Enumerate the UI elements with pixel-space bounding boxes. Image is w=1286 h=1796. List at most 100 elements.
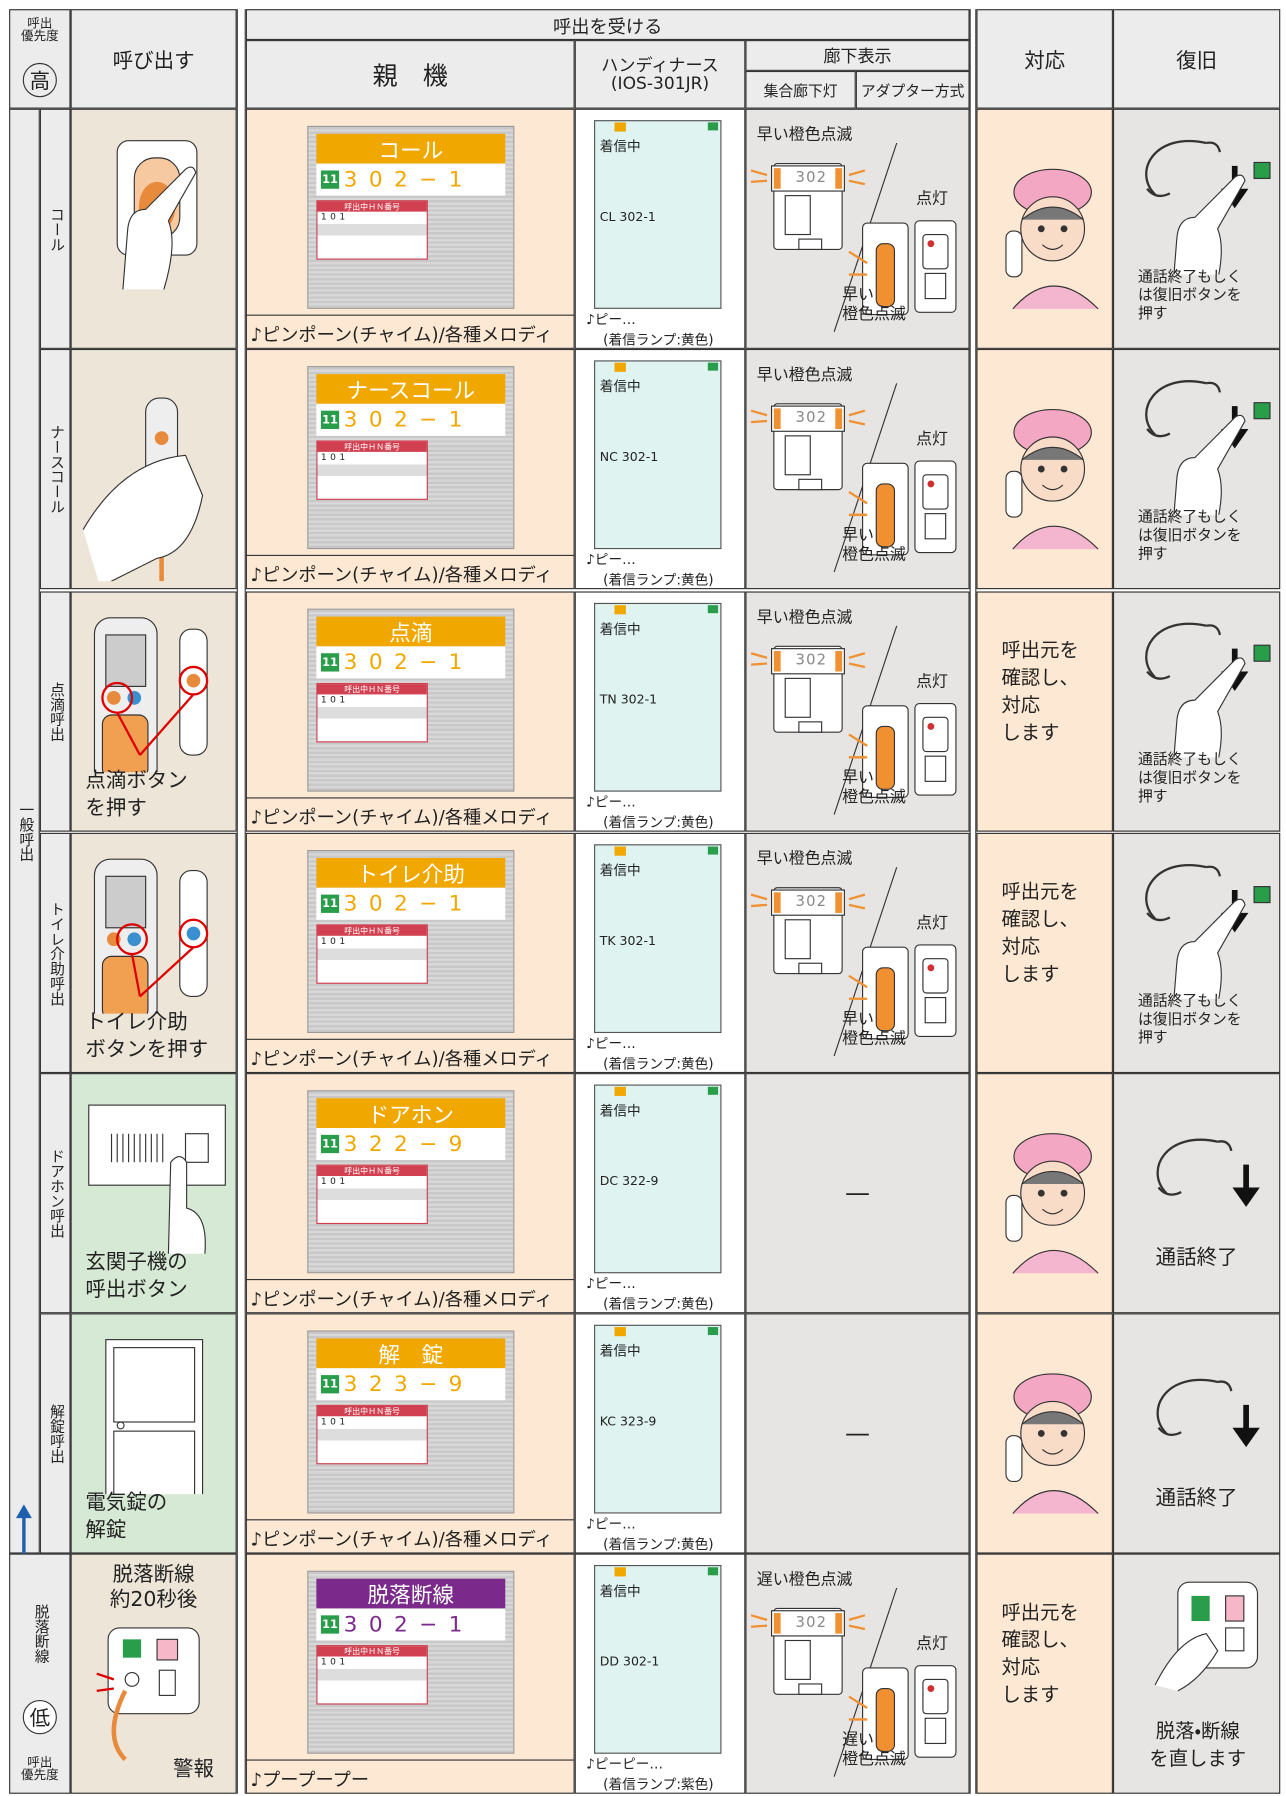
handy-icon — [614, 1086, 626, 1096]
handy-screen — [594, 844, 722, 1034]
handy-lamp: (着信ランプ:黄色) — [603, 1055, 714, 1072]
row-label: コール — [39, 108, 71, 349]
corridor-dash: — — [844, 1178, 871, 1208]
nurse-illustration — [990, 1365, 1115, 1519]
handy-battery — [707, 1567, 719, 1576]
double-line — [236, 9, 246, 1794]
caller-text: 警報 — [172, 1757, 214, 1782]
corridor-device-art — [750, 383, 957, 573]
corridor-lit: 点灯 — [916, 672, 948, 691]
caller-illustration-art — [82, 397, 204, 593]
response-text: 呼出元を 確認し、 対応 します — [1001, 1601, 1079, 1707]
adapter-header: アダプター方式 — [855, 70, 970, 109]
handy-code: TK 302-1 — [599, 933, 656, 949]
caller-text: トイレ介助 ボタンを押す — [85, 1009, 209, 1062]
recovery-illustration — [1127, 609, 1275, 781]
handy-icon — [614, 122, 626, 132]
caller-illustration-art — [88, 1104, 226, 1254]
general-label: 一般呼出 — [9, 108, 40, 1554]
screen-number-row — [316, 887, 506, 920]
screen-hn-label: 呼出中ＨＮ番号 — [317, 684, 427, 695]
master-sound: ♪ピンポーン(チャイム)/各種メロディ — [245, 1519, 575, 1553]
handy-lamp: (着信ランプ:紫色) — [603, 1776, 714, 1793]
caller-illustration — [80, 1622, 228, 1788]
corridor-top: 早い橙色点滅 — [756, 366, 853, 385]
recovery-illustration-art — [1145, 380, 1271, 538]
corridor-device-art — [750, 625, 957, 815]
screen-hn-value: 101 — [320, 451, 349, 463]
corridor-device-art — [750, 142, 957, 332]
recovery-text: 脱落・断線 を直します — [1149, 1720, 1247, 1771]
corridor-header: 廊下表示 — [745, 40, 970, 71]
handy-battery — [707, 846, 719, 855]
handy-screen — [594, 120, 722, 309]
corridor-lit: 点灯 — [916, 430, 948, 449]
master-sound: ♪ピンポーン(チャイム)/各種メロディ — [245, 1038, 575, 1073]
priority-high: 高 — [22, 62, 57, 98]
screen-hn-value: 101 — [320, 1656, 349, 1667]
corridor-device — [749, 866, 965, 1061]
corridor-lit: 点灯 — [916, 189, 948, 209]
handy-status: 着信中 — [599, 1102, 641, 1119]
screen-badge: 11 — [320, 170, 340, 189]
recovery-text: 通話終了もしく は復旧ボタンを 押す — [1138, 268, 1242, 323]
handy-sound: ♪ピーピー… — [586, 1756, 664, 1773]
screen-badge: 11 — [320, 894, 340, 913]
recovery-illustration — [1127, 366, 1275, 538]
screen-hn-value: 101 — [320, 211, 349, 222]
handy-sound: ♪ピー… — [586, 551, 636, 568]
caller-text: 電気錠の 解錠 — [85, 1490, 168, 1542]
handy-icon — [614, 1567, 626, 1577]
handy-screen — [594, 360, 722, 550]
screen-badge: 11 — [320, 1615, 340, 1634]
priority-footer: 呼出 優先度 — [21, 1754, 59, 1783]
handy-icon — [614, 362, 626, 372]
handy-code: TN 302-1 — [599, 692, 658, 707]
response-cell — [976, 1553, 1113, 1794]
screen-number-row — [316, 403, 506, 436]
response-text: 呼出元を 確認し、 対応 します — [1001, 639, 1079, 745]
caller-illustration-art — [93, 617, 209, 790]
corridor-lamp-header: 集合廊下灯 — [745, 70, 856, 109]
nurse-illustration — [990, 400, 1115, 554]
master-sound: ♪ピンポーン(チャイム)/各種メロディ — [245, 1278, 575, 1313]
handy-icon — [614, 1327, 626, 1337]
recovery-text: 通話終了 — [1155, 1245, 1238, 1270]
recovery-text: 通話終了もしく は復旧ボタンを 押す — [1138, 992, 1242, 1047]
handy-screen — [594, 1324, 722, 1514]
recovery-illustration-art — [1154, 1581, 1259, 1692]
nurse-illustration — [990, 1125, 1115, 1279]
screen-number-row — [316, 163, 506, 196]
row-label: ナースコール — [39, 348, 71, 590]
disconnect-label — [9, 1553, 71, 1794]
caller-illustration-art — [105, 1339, 204, 1512]
handy-lamp: (着信ランプ:黄色) — [603, 1296, 714, 1313]
master-header: 親 機 — [245, 40, 575, 109]
handy-icon — [614, 605, 626, 615]
handy-lamp: (着信ランプ:黄色) — [603, 331, 714, 348]
screen-badge: 11 — [320, 1375, 340, 1394]
caller-illustration-art — [116, 140, 198, 290]
handy-status: 着信中 — [599, 1583, 641, 1600]
corridor-device-art — [750, 1587, 957, 1777]
row-label: ドアホン呼出 — [39, 1073, 71, 1314]
corridor-cell — [745, 1313, 970, 1554]
caller-illustration — [77, 1322, 231, 1512]
recovery-illustration — [1132, 1571, 1263, 1703]
corridor-bottom: 遅い 橙色点滅 — [842, 1730, 906, 1769]
corridor-lamp-number: 302 — [795, 892, 828, 911]
screen-number: 302−1 — [343, 891, 474, 917]
caller-illustration — [77, 358, 231, 593]
screen-hn-value: 101 — [320, 1416, 349, 1427]
corridor-lamp-number: 302 — [795, 651, 828, 669]
screen-number: 322−9 — [343, 1131, 474, 1157]
handy-sound: ♪ピー… — [586, 1035, 636, 1052]
corridor-cell — [745, 1073, 970, 1314]
caller-illustration — [77, 1082, 231, 1254]
nurse-illustration-art — [1005, 408, 1099, 550]
screen-number: 302−1 — [343, 649, 474, 675]
corridor-bottom: 早い 橙色点滅 — [842, 1010, 906, 1048]
corridor-device — [749, 625, 965, 820]
corridor-lamp-number: 302 — [795, 1613, 828, 1631]
